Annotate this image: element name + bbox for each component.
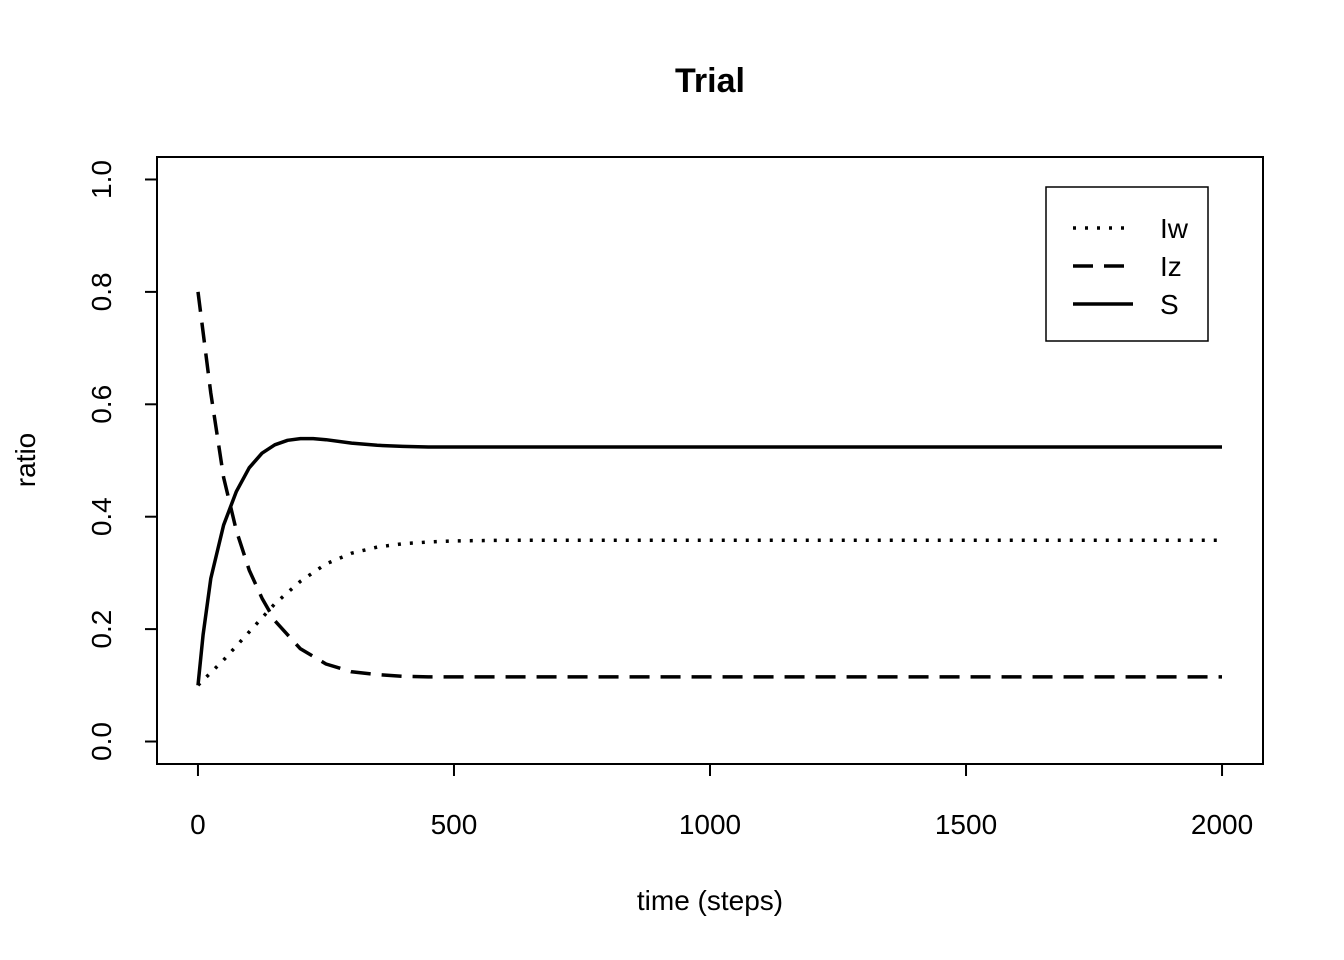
legend: Iw Iz S xyxy=(1045,186,1209,342)
legend-label-iw: Iw xyxy=(1160,213,1189,244)
series-line-iw xyxy=(196,538,1222,687)
x-tick-label: 1000 xyxy=(679,809,741,840)
x-tick-label: 1500 xyxy=(935,809,997,840)
x-axis-label: time (steps) xyxy=(637,885,783,916)
y-tick-label: 0.6 xyxy=(86,385,117,424)
x-tick-label: 2000 xyxy=(1191,809,1253,840)
legend-label-iz: Iz xyxy=(1160,251,1182,282)
y-tick-label: 1.0 xyxy=(86,160,117,199)
x-axis: 0 500 1000 1500 2000 xyxy=(190,763,1253,840)
y-tick-label: 0.2 xyxy=(86,610,117,649)
y-tick-label: 0.4 xyxy=(86,497,117,536)
y-tick-label: 0.0 xyxy=(86,722,117,761)
series-line-s xyxy=(196,436,1222,686)
series-line-iz xyxy=(196,291,1222,679)
legend-label-s: S xyxy=(1160,289,1179,320)
x-tick-label: 500 xyxy=(431,809,478,840)
y-axis: 0.0 0.2 0.4 0.6 0.8 1.0 xyxy=(86,160,158,761)
x-tick-label: 0 xyxy=(190,809,206,840)
legend-box xyxy=(1045,186,1209,342)
chart-title: Trial xyxy=(675,62,745,100)
series-layer xyxy=(196,291,1222,687)
y-tick-label: 0.8 xyxy=(86,272,117,311)
y-axis-label: ratio xyxy=(10,433,41,487)
